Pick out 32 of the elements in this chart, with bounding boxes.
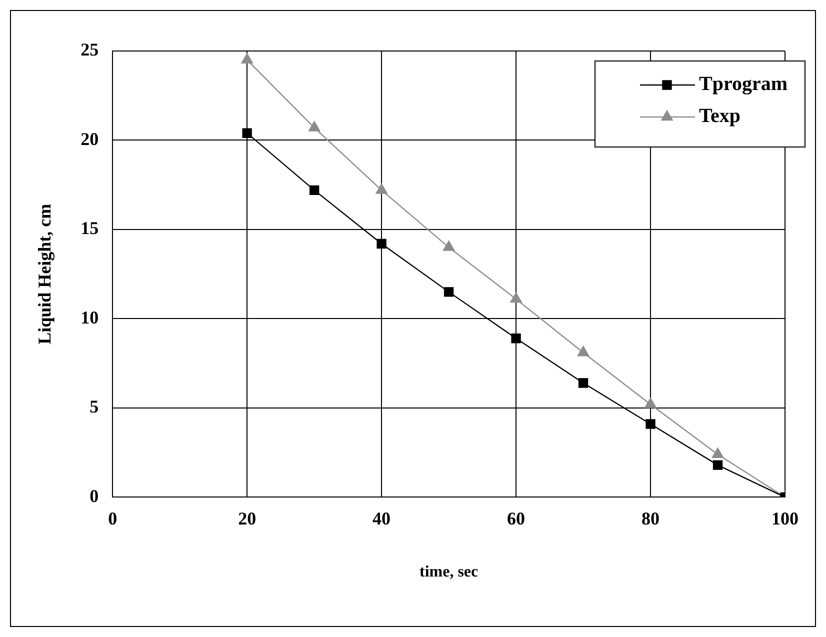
point (376, 238, 386, 249)
y-tick-label: 20 (80, 128, 99, 149)
x-tick-label: 40 (372, 508, 391, 529)
y-tick-label: 15 (80, 218, 99, 238)
y-tick-label: 10 (80, 307, 99, 328)
point (242, 128, 252, 138)
y-tick-label: 0 (90, 486, 99, 506)
x-tick-label: 100 (772, 508, 798, 529)
point (712, 448, 724, 458)
point (444, 287, 454, 297)
point (511, 334, 521, 344)
point (577, 346, 590, 356)
legend-label: Texp (699, 105, 741, 128)
x-tick-label: 80 (642, 508, 660, 529)
point (309, 185, 320, 196)
x-tick-label: 60 (507, 508, 526, 529)
x-tick-label: 20 (238, 508, 256, 529)
point (644, 398, 656, 408)
x-tick-label: 0 (108, 508, 118, 529)
point (241, 53, 253, 64)
point (443, 240, 455, 251)
point (712, 460, 723, 470)
legend-label: Tprogram (699, 73, 788, 96)
y-tick-label: 25 (80, 40, 99, 60)
point (376, 184, 388, 194)
point (646, 419, 656, 429)
point (308, 121, 320, 132)
y-tick-label: 5 (90, 396, 99, 417)
y-axis-title: Liquid Height, cm (34, 204, 54, 344)
point (578, 378, 588, 388)
x-axis-title: time, sec (419, 564, 478, 581)
point (510, 292, 522, 303)
